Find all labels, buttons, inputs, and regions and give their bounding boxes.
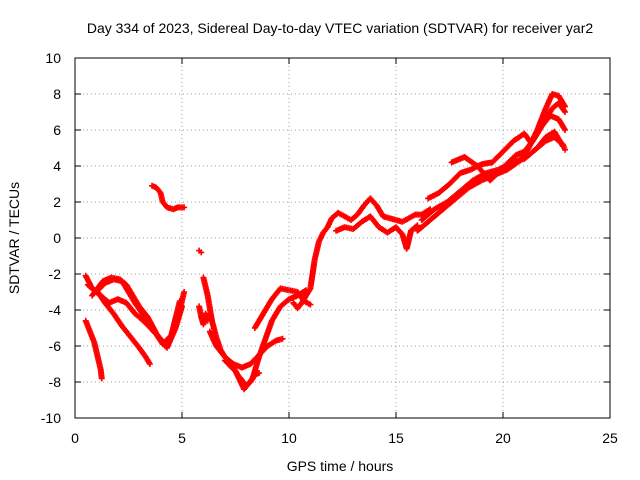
data-point: [198, 249, 205, 256]
data-point: [307, 301, 314, 308]
x-axis-label: GPS time / hours: [287, 458, 394, 474]
x-tick-label: 5: [178, 430, 186, 446]
data-point: [181, 289, 188, 295]
data-point: [176, 298, 183, 304]
series-arc-r: [448, 112, 569, 184]
y-tick-label: 10: [45, 50, 61, 66]
y-tick-label: 2: [53, 194, 61, 210]
series-arc-g: [196, 247, 205, 256]
grid-lines: [75, 58, 610, 418]
series-arc-e: [82, 317, 105, 382]
data-point: [279, 335, 286, 342]
x-tick-label: 10: [281, 430, 297, 446]
y-tick-label: 6: [53, 122, 61, 138]
data-points: [82, 91, 569, 393]
series-arc-n: [333, 213, 421, 252]
data-point: [562, 109, 569, 115]
data-point: [181, 204, 188, 211]
series-arc-h: [196, 303, 211, 328]
data-point: [562, 103, 569, 110]
y-tick-label: -2: [49, 266, 62, 282]
data-point: [562, 127, 569, 133]
series-arc-o: [425, 100, 569, 202]
series-arc-l: [251, 285, 314, 331]
y-tick-label: 8: [53, 86, 61, 102]
series-arc-s: [534, 134, 569, 153]
y-axis-label: SDTVAR / TECUs: [6, 182, 22, 294]
data-point: [98, 375, 105, 382]
y-tick-label: -8: [49, 374, 62, 390]
x-tick-label: 15: [388, 430, 404, 446]
axis-ticks: 0 5 10 15 20 25 -10 -8 -6 -4 -2 0 2 4 6 8 10: [41, 50, 618, 446]
x-tick-label: 20: [495, 430, 511, 446]
series-arc-c: [89, 274, 183, 348]
series-arc-f: [149, 182, 188, 213]
series-arc-m: [290, 195, 434, 312]
chart-title: Day 334 of 2023, Sidereal Day-to-day VTE…: [87, 20, 593, 36]
y-tick-label: 0: [53, 230, 61, 246]
data-point: [414, 222, 421, 229]
data-point: [562, 146, 569, 153]
y-tick-label: 4: [53, 158, 61, 174]
y-tick-label: -6: [49, 338, 62, 354]
x-tick-label: 0: [71, 430, 79, 446]
series-arc-d: [93, 287, 153, 367]
data-point: [146, 361, 153, 367]
y-tick-label: -4: [49, 302, 62, 318]
y-tick-label: -10: [41, 410, 61, 426]
x-tick-label: 25: [602, 430, 618, 446]
